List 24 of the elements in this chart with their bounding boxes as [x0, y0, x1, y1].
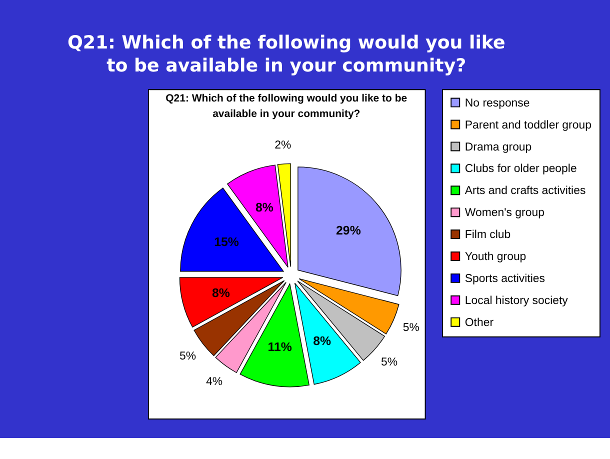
legend-label: Arts and crafts activities: [464, 185, 586, 198]
data-label: 5%: [180, 350, 196, 362]
data-label: 15%: [214, 235, 239, 250]
data-label: 8%: [212, 286, 230, 300]
legend-label: Drama group: [464, 141, 532, 154]
data-label: 11%: [268, 340, 292, 354]
legend-label: Other: [464, 316, 494, 329]
legend-label: No response: [464, 97, 530, 110]
data-label: 5%: [402, 322, 420, 334]
data-label: 29%: [336, 224, 361, 238]
data-label: 8%: [313, 334, 331, 348]
legend-label: Clubs for older people: [464, 163, 577, 176]
legend-label: Sports activities: [464, 273, 546, 286]
legend-label: Parent and toddler group: [464, 119, 592, 132]
data-label: 4%: [206, 376, 223, 388]
text: Q21: Which of the following would you like to be available in your community?: [166, 92, 408, 120]
legend-label: Local history society: [464, 294, 568, 307]
legend-label: Film club: [464, 229, 511, 242]
data-label: 5%: [380, 356, 398, 369]
legend-label: Women's group: [464, 207, 544, 220]
legend-label: Youth group: [464, 251, 526, 264]
chart-title: Q21: Which of the following would you like to be available in your community?: [67, 32, 506, 77]
data-label: 8%: [255, 200, 274, 215]
data-label: 2%: [274, 140, 292, 152]
